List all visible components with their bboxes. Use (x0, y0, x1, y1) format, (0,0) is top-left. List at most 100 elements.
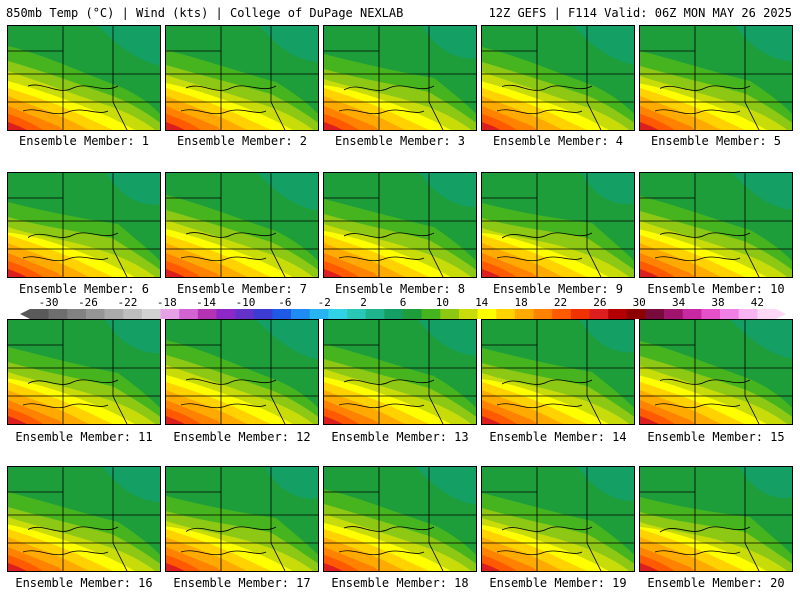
temperature-field-map (166, 320, 318, 424)
ensemble-member-label: Ensemble Member: 14 (489, 430, 627, 444)
ensemble-map-15 (639, 319, 793, 425)
ensemble-member-label: Ensemble Member: 11 (15, 430, 153, 444)
temperature-field-map (324, 467, 476, 571)
colorbar-tick-label: 30 (632, 296, 646, 309)
colorbar-swatch (458, 309, 478, 319)
colorbar-swatch (496, 309, 516, 319)
colorbar-swatch (197, 309, 217, 319)
colorbar-swatch (570, 309, 590, 319)
ensemble-member-label: Ensemble Member: 18 (331, 576, 469, 590)
colorbar-swatch (235, 309, 255, 319)
ensemble-member-label: Ensemble Member: 2 (176, 134, 308, 148)
temperature-field-map (482, 173, 634, 277)
ensemble-member-label: Ensemble Member: 19 (489, 576, 627, 590)
colorbar-swatch (738, 309, 758, 319)
colorbar-swatch (141, 309, 161, 319)
ensemble-member-label: Ensemble Member: 6 (18, 282, 150, 296)
colorbar-swatch (85, 309, 105, 319)
colorbar-swatch (403, 309, 422, 319)
ensemble-map-16 (7, 466, 161, 572)
ensemble-map-2 (165, 25, 319, 131)
ensemble-member-label: Ensemble Member: 10 (647, 282, 785, 296)
colorbar-tick-label: 10 (435, 296, 450, 309)
colorbar-swatch (216, 309, 236, 319)
ensemble-map-9 (481, 172, 635, 278)
colorbar-swatch (701, 309, 721, 319)
colorbar-swatch (514, 309, 534, 319)
temperature-field-map (166, 467, 318, 571)
ensemble-member-label: Ensemble Member: 12 (173, 430, 311, 444)
colorbar-swatch (30, 309, 49, 319)
colorbar-tick-label: -6 (278, 296, 292, 309)
colorbar-swatch (664, 309, 684, 319)
ensemble-member-label: Ensemble Member: 17 (173, 576, 311, 590)
ensemble-map-19 (481, 466, 635, 572)
colorbar-tick-label: -14 (196, 296, 217, 309)
temperature-colorbar (20, 309, 786, 319)
colorbar-tick-label: 34 (671, 296, 686, 309)
colorbar-swatch (477, 309, 497, 319)
temperature-field-map (166, 26, 318, 130)
temperature-field-map (8, 173, 160, 277)
temperature-field-map (8, 26, 160, 130)
temperature-field-map (324, 320, 476, 424)
ensemble-member-label: Ensemble Member: 1 (18, 134, 150, 148)
colorbar-swatch (720, 309, 739, 319)
ensemble-map-7 (165, 172, 319, 278)
colorbar-swatch (589, 309, 609, 319)
chart-title: 850mb Temp (°C) | Wind (kts) | College o… (6, 6, 404, 20)
ensemble-member-label: Ensemble Member: 5 (650, 134, 782, 148)
temperature-field-map (324, 26, 476, 130)
ensemble-member-label: Ensemble Member: 3 (334, 134, 466, 148)
colorbar-swatch (347, 309, 366, 319)
temperature-field-map (482, 26, 634, 130)
colorbar-tick-label: -2 (317, 296, 331, 309)
ensemble-map-11 (7, 319, 161, 425)
ensemble-map-14 (481, 319, 635, 425)
temperature-field-map (640, 26, 792, 130)
temperature-field-map (166, 173, 318, 277)
colorbar-tick-label: -10 (235, 296, 256, 309)
temperature-field-map (640, 320, 792, 424)
ensemble-map-18 (323, 466, 477, 572)
temperature-field-map (640, 173, 792, 277)
colorbar-tick-label: 42 (750, 296, 765, 309)
colorbar-tick-label: 22 (553, 296, 568, 309)
colorbar-swatch (440, 309, 460, 319)
colorbar-tick-label: 26 (593, 296, 607, 309)
ensemble-map-8 (323, 172, 477, 278)
colorbar-swatch (552, 309, 572, 319)
ensemble-member-label: Ensemble Member: 8 (334, 282, 466, 296)
colorbar-swatch (757, 309, 777, 319)
colorbar-swatch (272, 309, 292, 319)
colorbar-swatch (179, 309, 199, 319)
ensemble-member-label: Ensemble Member: 15 (647, 430, 785, 444)
colorbar-swatch (645, 309, 665, 319)
colorbar-swatch (365, 309, 385, 319)
colorbar-swatch (291, 309, 311, 319)
colorbar-swatch (626, 309, 646, 319)
colorbar-tick-label: -26 (78, 296, 98, 309)
ensemble-map-4 (481, 25, 635, 131)
colorbar-swatch (48, 309, 68, 319)
colorbar-swatch (328, 309, 348, 319)
ensemble-map-1 (7, 25, 161, 131)
colorbar-tick-label: 2 (360, 296, 367, 309)
colorbar-tick-label: -30 (38, 296, 59, 309)
colorbar-swatch (533, 309, 553, 319)
ensemble-map-20 (639, 466, 793, 572)
colorbar-swatch (384, 309, 404, 319)
colorbar-swatch (309, 309, 329, 319)
ensemble-map-3 (323, 25, 477, 131)
colorbar-swatch (67, 309, 87, 319)
colorbar-tick-label: -18 (156, 296, 177, 309)
colorbar-tick-label: 18 (514, 296, 528, 309)
ensemble-map-13 (323, 319, 477, 425)
colorbar-swatch (253, 309, 273, 319)
colorbar-tick-label: 6 (399, 296, 407, 309)
ensemble-map-17 (165, 466, 319, 572)
ensemble-member-label: Ensemble Member: 7 (176, 282, 308, 296)
temperature-field-map (324, 173, 476, 277)
colorbar-tick-label: 38 (711, 296, 725, 309)
temperature-field-map (482, 467, 634, 571)
